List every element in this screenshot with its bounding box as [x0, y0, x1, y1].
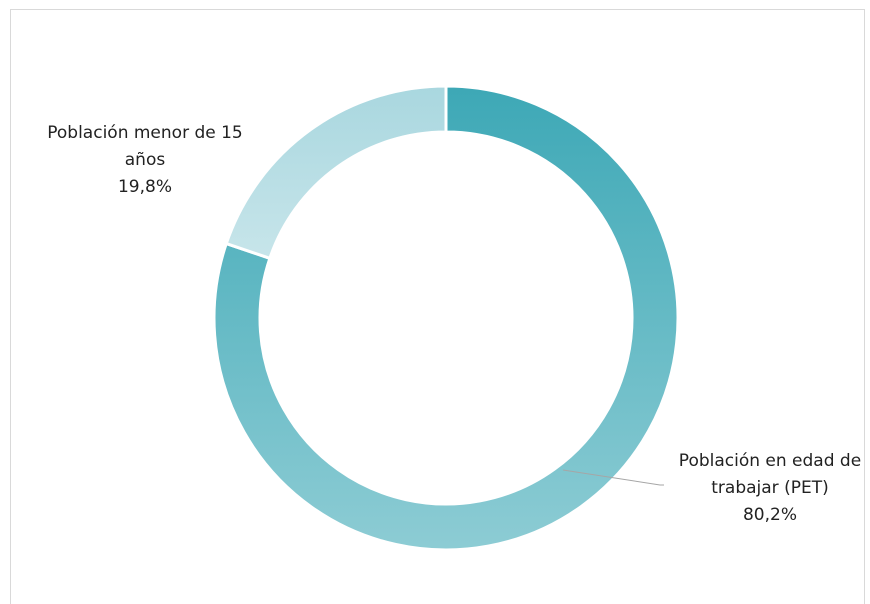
slice-label: Población menor de 15 años 19,8%: [30, 120, 260, 201]
value-label: 80,2%: [742, 505, 797, 525]
slice-label: Población en edad de trabajar (PET) 80,2…: [670, 448, 870, 529]
donut-slice: [212, 84, 680, 552]
chart-border: [10, 9, 865, 604]
value-label: 19,8%: [117, 177, 172, 197]
category-label: Población menor de 15 años: [47, 123, 243, 170]
category-label: Población en edad de trabajar (PET): [678, 451, 862, 498]
leader-line: [562, 469, 664, 486]
donut-slice: [224, 84, 448, 261]
